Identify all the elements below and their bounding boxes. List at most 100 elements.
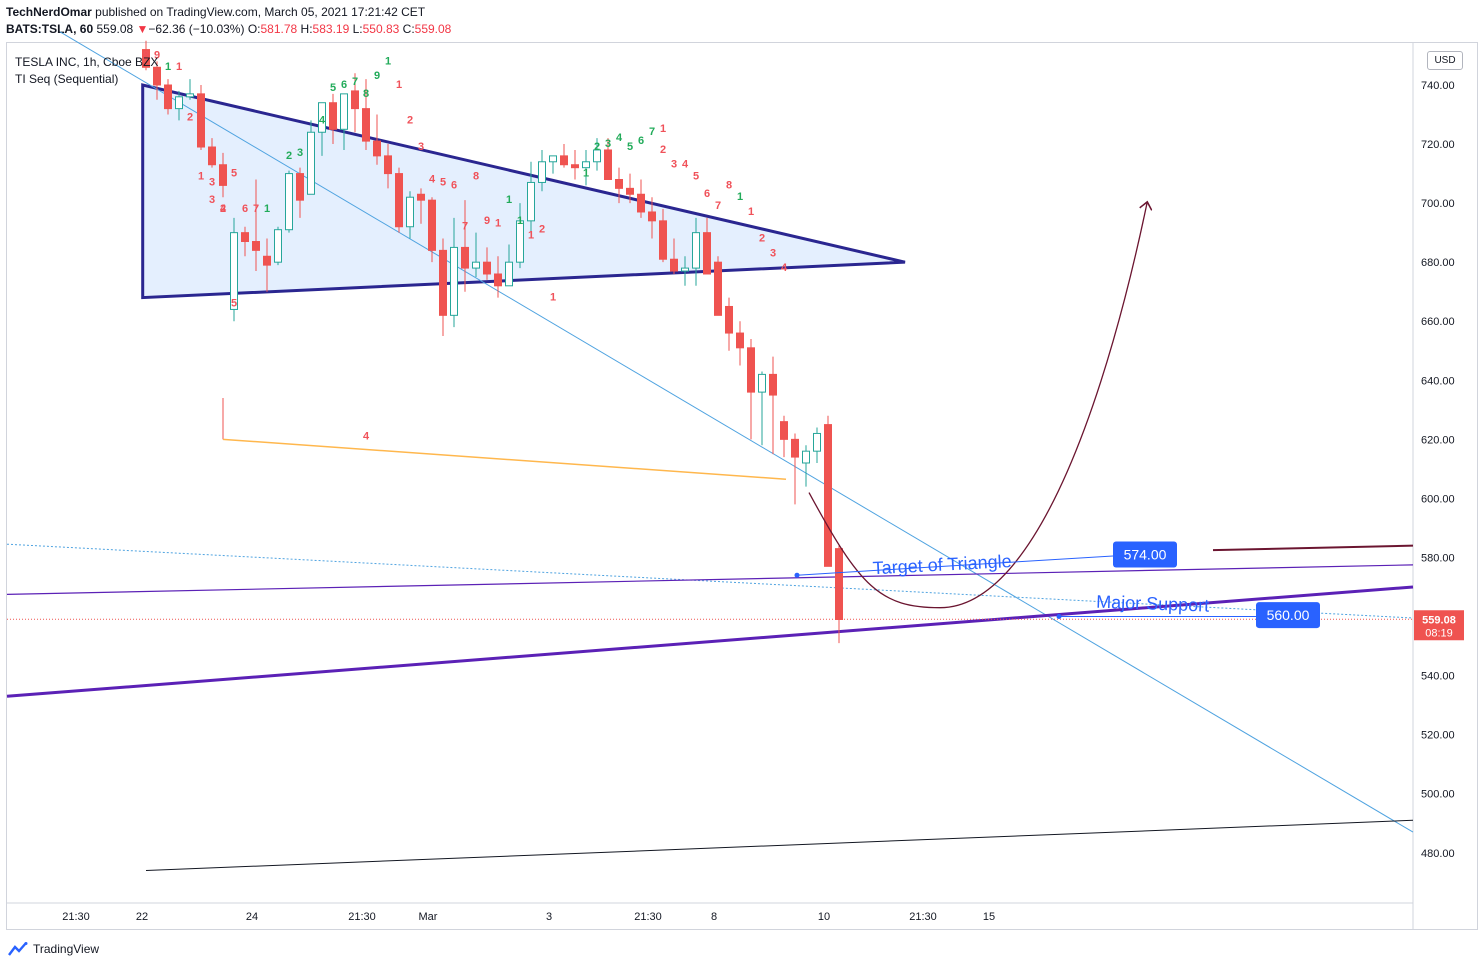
annotation-major-support[interactable]: Major Support (1096, 592, 1210, 616)
candle-body[interactable] (373, 140, 381, 157)
candle-body[interactable] (197, 93, 205, 148)
x-tick-label: 21:30 (348, 911, 376, 923)
candle-body[interactable] (582, 161, 590, 169)
candle-body[interactable] (362, 108, 370, 142)
candle-body[interactable] (351, 90, 359, 110)
candle-body[interactable] (384, 155, 392, 175)
legend-title[interactable]: TESLA INC, 1h, Cboe BZX (15, 55, 159, 69)
candle-body[interactable] (791, 438, 799, 458)
candle-body[interactable] (186, 93, 194, 98)
candle-body[interactable] (219, 164, 227, 186)
candle-body[interactable] (417, 193, 425, 201)
candle-body[interactable] (450, 246, 458, 316)
candle-body[interactable] (285, 173, 293, 231)
candle-body[interactable] (142, 49, 150, 68)
seq-count-label: 3 (418, 141, 424, 153)
price-badge-574-bg[interactable] (1113, 541, 1177, 568)
seq-count-label: 8 (473, 170, 479, 182)
seq-count-label: 6 (341, 79, 347, 91)
candle-body[interactable] (637, 193, 645, 213)
candle-body[interactable] (395, 173, 403, 228)
price-badge-574[interactable]: 574.00 (1124, 547, 1167, 563)
resistance-line[interactable] (6, 564, 1414, 595)
candle-body[interactable] (813, 432, 821, 452)
candle-body[interactable] (274, 229, 282, 263)
x-tick-label: 22 (136, 911, 148, 923)
long-term-trendline[interactable] (145, 819, 1414, 871)
candle-body[interactable] (692, 232, 700, 269)
candle-body[interactable] (802, 450, 810, 464)
candle-body[interactable] (549, 155, 557, 163)
candle-body[interactable] (659, 220, 667, 260)
candle-body[interactable] (703, 232, 711, 275)
candle-body[interactable] (296, 173, 304, 201)
projection-curve[interactable] (808, 203, 1147, 609)
candle-body[interactable] (516, 220, 524, 263)
candle-body[interactable] (758, 373, 766, 393)
candle-body[interactable] (208, 146, 216, 166)
y-tick-label: 480.00 (1421, 848, 1455, 860)
orange-trendline[interactable] (222, 438, 787, 480)
candle-body[interactable] (461, 246, 469, 269)
triangle-pattern[interactable] (141, 83, 906, 300)
candle-body[interactable] (560, 155, 568, 166)
footer-brand[interactable]: TradingView (8, 942, 99, 956)
open-value: 581.78 (260, 22, 298, 36)
candle-body[interactable] (648, 211, 656, 222)
candle-body[interactable] (439, 249, 447, 316)
candle-body[interactable] (615, 178, 623, 189)
seq-count-label: 1 (176, 61, 182, 73)
candle-body[interactable] (307, 131, 315, 195)
candle-body[interactable] (571, 164, 579, 169)
candle-body[interactable] (472, 261, 480, 269)
candle-body[interactable] (483, 261, 491, 275)
candle-body[interactable] (252, 241, 260, 251)
candle-body[interactable] (835, 548, 843, 620)
target-zone-line[interactable] (1212, 544, 1414, 552)
candle-body[interactable] (230, 232, 238, 310)
candle-body[interactable] (824, 424, 832, 567)
seq-count-label: 6 (451, 179, 457, 191)
candle-body[interactable] (494, 273, 502, 287)
chart-legend: TESLA INC, 1h, Cboe BZX TI Seq (Sequenti… (15, 54, 158, 88)
candle-body[interactable] (780, 421, 788, 440)
candle-body[interactable] (241, 232, 249, 243)
candle-body[interactable] (725, 305, 733, 334)
currency-button[interactable]: USD (1427, 51, 1463, 70)
descending-trendline[interactable] (59, 31, 1414, 833)
seq-count-label: 4 (781, 262, 788, 274)
countdown-timer: 08:19 (1425, 627, 1453, 639)
y-tick-label: 500.00 (1421, 789, 1455, 801)
seq-count-label: 4 (682, 159, 689, 171)
candle-body[interactable] (769, 373, 777, 396)
legend-indicator[interactable]: TI Seq (Sequential) (15, 72, 119, 86)
candle-body[interactable] (681, 267, 689, 272)
price-badge-560[interactable]: 560.00 (1267, 607, 1310, 623)
candle-body[interactable] (626, 187, 634, 195)
seq-count-label: 1 (396, 79, 402, 91)
author-name[interactable]: TechNerdOmar (6, 5, 92, 19)
candle-body[interactable] (670, 258, 678, 272)
price-badge-560-bg[interactable] (1256, 602, 1320, 629)
major-support-line[interactable] (6, 585, 1414, 698)
candle-body[interactable] (329, 102, 337, 130)
candle-body[interactable] (527, 181, 535, 222)
candle-body[interactable] (428, 199, 436, 251)
candle-body[interactable] (604, 149, 612, 180)
candle-body[interactable] (406, 196, 414, 228)
candle-body[interactable] (340, 93, 348, 130)
candle-body[interactable] (714, 261, 722, 316)
candle-body[interactable] (593, 149, 601, 163)
candle-body[interactable] (164, 84, 172, 110)
candle-body[interactable] (153, 66, 161, 86)
candle-body[interactable] (747, 347, 755, 393)
candle-body[interactable] (736, 332, 744, 349)
candle-body[interactable] (318, 102, 326, 133)
target-pointer-line[interactable] (796, 555, 1114, 576)
candle-body[interactable] (263, 255, 271, 266)
candle-body[interactable] (175, 96, 183, 110)
candle-body[interactable] (505, 261, 513, 287)
candle-body[interactable] (538, 161, 546, 183)
x-tick-label: 21:30 (62, 911, 90, 923)
